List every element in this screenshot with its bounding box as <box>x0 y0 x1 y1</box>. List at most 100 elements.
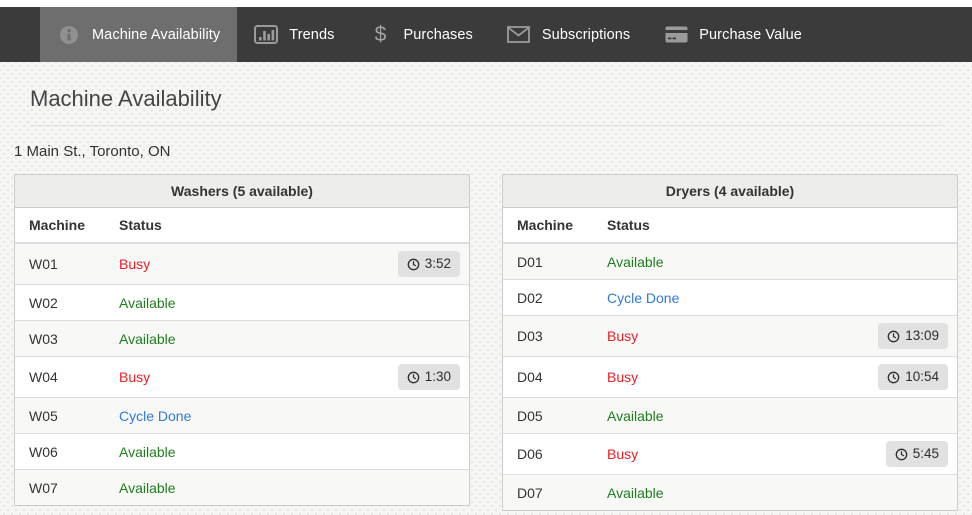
machine-status-table: Machine Status W01 Busy 3:52 W02 <box>15 208 469 505</box>
table-row: D02 Cycle Done <box>503 279 957 316</box>
status-text: Available <box>607 407 664 424</box>
dollar-icon: $ <box>374 23 387 46</box>
nav-tab-trends[interactable]: Trends <box>237 7 351 62</box>
status-text: Available <box>119 443 176 460</box>
machine-id: D07 <box>503 474 593 510</box>
envelope-icon <box>507 22 531 48</box>
timer-text: 1:30 <box>424 369 451 384</box>
machine-id: W02 <box>15 284 105 321</box>
nav-tab-purchases[interactable]: $ Purchases <box>351 7 489 62</box>
status-text: Cycle Done <box>607 289 680 306</box>
table-header-row: Machine Status <box>15 208 469 244</box>
timer-text: 3:52 <box>424 256 451 271</box>
table-row: D05 Available <box>503 397 957 434</box>
column-header-machine: Machine <box>15 208 105 244</box>
timer-badge: 10:54 <box>878 364 948 390</box>
timer-badge: 3:52 <box>397 251 460 277</box>
timer-badge: 5:45 <box>885 441 948 467</box>
status-text: Cycle Done <box>119 407 192 424</box>
clock-icon <box>407 258 420 270</box>
status-text: Available <box>119 330 176 347</box>
table-row: W07 Available <box>15 469 469 505</box>
status-text: Busy <box>119 256 151 272</box>
top-navigation: Machine Availability Trends $ Purchases … <box>0 7 972 62</box>
status-cell: Available <box>105 284 469 321</box>
nav-tab-machine-availability[interactable]: Machine Availability <box>40 7 238 62</box>
bar-chart-icon <box>254 22 279 48</box>
status-cell: Available <box>593 243 957 280</box>
table-row: W01 Busy 3:52 <box>15 243 469 285</box>
status-cell: Available <box>593 474 957 510</box>
timer-badge: 1:30 <box>397 364 460 390</box>
timer-badge: 13:09 <box>878 323 948 349</box>
status-cell: Busy 10:54 <box>593 356 957 398</box>
status-text: Available <box>607 484 664 501</box>
machine-id: W07 <box>15 469 105 505</box>
nav-tab-label: Machine Availability <box>92 26 221 43</box>
machine-id: D02 <box>503 279 593 316</box>
machine-id: W03 <box>15 320 105 357</box>
machine-id: D04 <box>503 356 593 398</box>
status-text: Available <box>119 479 176 496</box>
nav-tab-label: Purchase Value <box>699 26 802 43</box>
content-area: Machine Availability 1 Main St., Toronto… <box>0 62 972 515</box>
table-row: D03 Busy 13:09 <box>503 315 957 357</box>
table-caption: Dryers (4 available) <box>503 175 957 208</box>
nav-tab-label: Subscriptions <box>541 26 631 43</box>
washers-table: Washers (5 available) Machine Status W01… <box>14 174 470 506</box>
machine-id: W01 <box>29 256 58 272</box>
status-cell: Busy 5:45 <box>593 433 957 475</box>
dryers-table: Dryers (4 available) Machine Status D01 … <box>502 174 958 511</box>
table-row: D04 Busy 10:54 <box>503 356 957 398</box>
machine-id: W05 <box>15 397 105 434</box>
status-text: Available <box>119 294 176 311</box>
machine-status-table: Machine Status D01 Available D02 Cycle D… <box>503 208 957 510</box>
table-row: W02 Available <box>15 284 469 321</box>
status-cell: Available <box>105 433 469 470</box>
tables-row: Washers (5 available) Machine Status W01… <box>14 174 958 511</box>
timer-text: 10:54 <box>905 369 939 384</box>
nav-tab-purchase-value[interactable]: Purchase Value <box>647 7 819 62</box>
location-address: 1 Main St., Toronto, ON <box>14 143 171 160</box>
status-cell: Busy 1:30 <box>105 356 469 398</box>
timer-text: 5:45 <box>912 446 939 461</box>
table-row: D07 Available <box>503 474 957 510</box>
status-text: Busy <box>607 369 639 385</box>
status-cell: Cycle Done <box>105 397 469 434</box>
status-cell: Available <box>105 469 469 505</box>
machine-availability-app: Machine Availability Trends $ Purchases … <box>0 7 972 515</box>
machine-id: D05 <box>503 397 593 434</box>
status-cell: Busy 3:52 <box>105 243 469 285</box>
machine-id: W04 <box>15 356 105 398</box>
clock-icon <box>407 371 420 383</box>
table-caption: Washers (5 available) <box>15 175 469 208</box>
table-row: W06 Available <box>15 433 469 470</box>
info-icon <box>57 22 81 48</box>
table-row: W03 Available <box>15 320 469 357</box>
nav-tab-label: Trends <box>289 26 335 43</box>
machine-id: W06 <box>15 433 105 470</box>
column-header-status: Status <box>105 208 469 244</box>
status-text: Busy <box>607 446 639 462</box>
status-text: Busy <box>119 369 151 385</box>
status-text: Available <box>607 253 664 270</box>
clock-icon <box>895 448 908 460</box>
column-header-status: Status <box>593 208 957 244</box>
table-header-row: Machine Status <box>503 208 957 244</box>
credit-card-icon <box>664 22 688 48</box>
machine-id: D03 <box>503 315 593 357</box>
table-row: D01 Available <box>503 243 957 280</box>
status-cell: Available <box>593 397 957 434</box>
machine-id: D01 <box>517 253 543 270</box>
clock-icon <box>887 330 900 342</box>
status-cell: Busy 13:09 <box>593 315 957 357</box>
status-cell: Cycle Done <box>593 279 957 316</box>
clock-icon <box>887 371 900 383</box>
column-header-machine: Machine <box>503 208 593 244</box>
table-row: D06 Busy 5:45 <box>503 433 957 475</box>
nav-tab-subscriptions[interactable]: Subscriptions <box>490 7 647 62</box>
page-title: Machine Availability <box>30 62 942 126</box>
machine-id: D06 <box>503 433 593 475</box>
table-row: W04 Busy 1:30 <box>15 356 469 398</box>
timer-text: 13:09 <box>905 328 939 343</box>
